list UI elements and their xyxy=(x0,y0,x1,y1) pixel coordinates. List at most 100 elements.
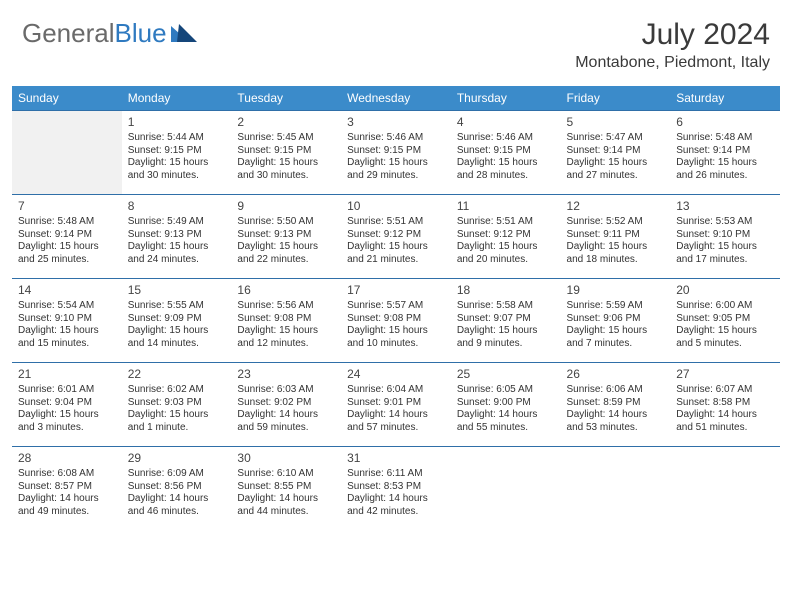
header-friday: Friday xyxy=(561,86,671,111)
cell-dl1: Daylight: 14 hours xyxy=(18,493,116,506)
calendar-cell: 1Sunrise: 5:44 AMSunset: 9:15 PMDaylight… xyxy=(122,111,232,195)
cell-ss: Sunset: 8:53 PM xyxy=(347,481,445,494)
cell-dl1: Daylight: 15 hours xyxy=(237,325,335,338)
cell-ss: Sunset: 9:03 PM xyxy=(128,397,226,410)
header: GeneralBlue July 2024 Montabone, Piedmon… xyxy=(0,0,792,78)
day-number: 28 xyxy=(18,451,116,466)
cell-dl1: Daylight: 15 hours xyxy=(128,157,226,170)
cell-dl2: and 18 minutes. xyxy=(567,254,665,267)
calendar-cell: 9Sunrise: 5:50 AMSunset: 9:13 PMDaylight… xyxy=(231,195,341,279)
cell-dl2: and 20 minutes. xyxy=(457,254,555,267)
calendar-row: 21Sunrise: 6:01 AMSunset: 9:04 PMDayligh… xyxy=(12,363,780,447)
cell-sr: Sunrise: 6:11 AM xyxy=(347,468,445,481)
calendar-cell: 25Sunrise: 6:05 AMSunset: 9:00 PMDayligh… xyxy=(451,363,561,447)
cell-ss: Sunset: 9:15 PM xyxy=(237,145,335,158)
header-monday: Monday xyxy=(122,86,232,111)
cell-dl2: and 17 minutes. xyxy=(676,254,774,267)
header-tuesday: Tuesday xyxy=(231,86,341,111)
calendar-cell: 24Sunrise: 6:04 AMSunset: 9:01 PMDayligh… xyxy=(341,363,451,447)
calendar-cell: 11Sunrise: 5:51 AMSunset: 9:12 PMDayligh… xyxy=(451,195,561,279)
day-number: 2 xyxy=(237,115,335,130)
cell-dl2: and 30 minutes. xyxy=(237,170,335,183)
calendar-cell: 28Sunrise: 6:08 AMSunset: 8:57 PMDayligh… xyxy=(12,447,122,531)
cell-ss: Sunset: 9:06 PM xyxy=(567,313,665,326)
cell-dl1: Daylight: 14 hours xyxy=(237,409,335,422)
calendar-cell: 30Sunrise: 6:10 AMSunset: 8:55 PMDayligh… xyxy=(231,447,341,531)
day-number: 13 xyxy=(676,199,774,214)
cell-dl2: and 21 minutes. xyxy=(347,254,445,267)
calendar-cell: 3Sunrise: 5:46 AMSunset: 9:15 PMDaylight… xyxy=(341,111,451,195)
cell-sr: Sunrise: 6:07 AM xyxy=(676,384,774,397)
day-number: 5 xyxy=(567,115,665,130)
cell-ss: Sunset: 9:12 PM xyxy=(347,229,445,242)
cell-dl2: and 55 minutes. xyxy=(457,422,555,435)
cell-sr: Sunrise: 5:49 AM xyxy=(128,216,226,229)
calendar-row: 1Sunrise: 5:44 AMSunset: 9:15 PMDaylight… xyxy=(12,111,780,195)
calendar-cell: 12Sunrise: 5:52 AMSunset: 9:11 PMDayligh… xyxy=(561,195,671,279)
cell-sr: Sunrise: 5:51 AM xyxy=(347,216,445,229)
cell-ss: Sunset: 9:11 PM xyxy=(567,229,665,242)
cell-ss: Sunset: 9:08 PM xyxy=(347,313,445,326)
cell-dl2: and 12 minutes. xyxy=(237,338,335,351)
month-title: July 2024 xyxy=(575,18,770,52)
day-number: 7 xyxy=(18,199,116,214)
logo-word-blue: Blue xyxy=(115,18,167,49)
cell-sr: Sunrise: 5:46 AM xyxy=(347,132,445,145)
cell-dl2: and 15 minutes. xyxy=(18,338,116,351)
cell-sr: Sunrise: 5:50 AM xyxy=(237,216,335,229)
cell-sr: Sunrise: 6:05 AM xyxy=(457,384,555,397)
calendar-cell: 7 Sunrise: 5:48 AMSunset: 9:14 PMDaylight… xyxy=(12,195,122,279)
cell-ss: Sunset: 9:08 PM xyxy=(237,313,335,326)
cell-ss: Sunset: 9:01 PM xyxy=(347,397,445,410)
cell-dl1: Daylight: 15 hours xyxy=(128,409,226,422)
header-thursday: Thursday xyxy=(451,86,561,111)
cell-ss: Sunset: 9:07 PM xyxy=(457,313,555,326)
cell-sr: Sunrise: 6:08 AM xyxy=(18,468,116,481)
day-number: 25 xyxy=(457,367,555,382)
day-header-row: Sunday Monday Tuesday Wednesday Thursday… xyxy=(12,86,780,111)
cell-dl2: and 46 minutes. xyxy=(128,506,226,519)
cell-dl2: and 5 minutes. xyxy=(676,338,774,351)
cell-dl1: Daylight: 15 hours xyxy=(567,325,665,338)
header-sunday: Sunday xyxy=(12,86,122,111)
cell-ss: Sunset: 9:10 PM xyxy=(18,313,116,326)
cell-ss: Sunset: 9:14 PM xyxy=(18,229,116,242)
day-number: 4 xyxy=(457,115,555,130)
cell-ss: Sunset: 9:14 PM xyxy=(567,145,665,158)
calendar-row: 14Sunrise: 5:54 AMSunset: 9:10 PMDayligh… xyxy=(12,279,780,363)
cell-dl1: Daylight: 15 hours xyxy=(18,241,116,254)
cell-ss: Sunset: 9:15 PM xyxy=(347,145,445,158)
cell-dl1: Daylight: 15 hours xyxy=(347,157,445,170)
cell-dl1: Daylight: 15 hours xyxy=(237,157,335,170)
day-number: 16 xyxy=(237,283,335,298)
cell-sr: Sunrise: 5:54 AM xyxy=(18,300,116,313)
cell-dl1: Daylight: 15 hours xyxy=(347,325,445,338)
cell-ss: Sunset: 8:55 PM xyxy=(237,481,335,494)
cell-dl2: and 14 minutes. xyxy=(128,338,226,351)
cell-sr: Sunrise: 5:48 AM xyxy=(18,216,116,229)
day-number: 29 xyxy=(128,451,226,466)
day-number: 15 xyxy=(128,283,226,298)
cell-ss: Sunset: 9:15 PM xyxy=(128,145,226,158)
cell-dl2: and 27 minutes. xyxy=(567,170,665,183)
cell-dl1: Daylight: 15 hours xyxy=(457,241,555,254)
cell-sr: Sunrise: 6:02 AM xyxy=(128,384,226,397)
day-number: 21 xyxy=(18,367,116,382)
cell-dl1: Daylight: 15 hours xyxy=(237,241,335,254)
cell-sr: Sunrise: 5:53 AM xyxy=(676,216,774,229)
calendar-cell: 18Sunrise: 5:58 AMSunset: 9:07 PMDayligh… xyxy=(451,279,561,363)
calendar-cell xyxy=(12,111,122,195)
cell-dl2: and 24 minutes. xyxy=(128,254,226,267)
calendar-cell: 4Sunrise: 5:46 AMSunset: 9:15 PMDaylight… xyxy=(451,111,561,195)
cell-dl1: Daylight: 15 hours xyxy=(347,241,445,254)
cell-dl2: and 53 minutes. xyxy=(567,422,665,435)
logo: GeneralBlue xyxy=(22,18,197,49)
cell-dl1: Daylight: 15 hours xyxy=(18,409,116,422)
cell-sr: Sunrise: 5:58 AM xyxy=(457,300,555,313)
cell-dl2: and 42 minutes. xyxy=(347,506,445,519)
title-block: July 2024 Montabone, Piedmont, Italy xyxy=(575,18,770,72)
calendar-cell xyxy=(561,447,671,531)
cell-dl2: and 57 minutes. xyxy=(347,422,445,435)
cell-dl1: Daylight: 15 hours xyxy=(128,241,226,254)
cell-ss: Sunset: 9:13 PM xyxy=(237,229,335,242)
